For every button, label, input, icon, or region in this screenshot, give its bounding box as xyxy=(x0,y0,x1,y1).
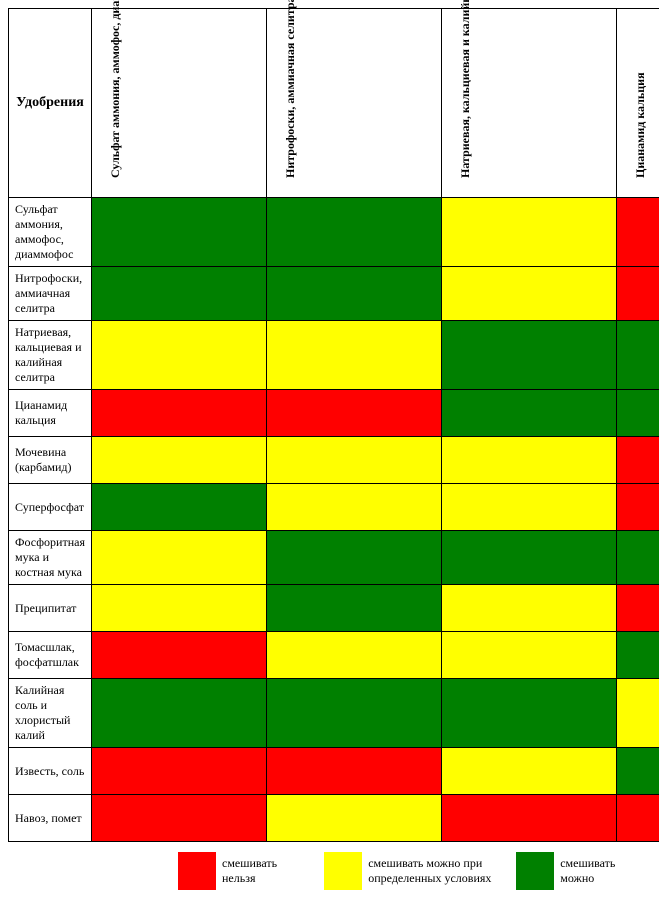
matrix-cell xyxy=(91,795,266,842)
matrix-cell xyxy=(91,390,266,437)
matrix-cell xyxy=(441,748,616,795)
table-row: Калийная соль и хлористый калий xyxy=(9,679,659,748)
matrix-cell xyxy=(616,437,659,484)
matrix-cell xyxy=(441,267,616,321)
matrix-cell xyxy=(441,198,616,267)
matrix-cell xyxy=(266,484,441,531)
matrix-cell xyxy=(616,321,659,390)
row-header: Натриевая, кальциевая и калийная селитра xyxy=(9,321,92,390)
matrix-cell xyxy=(616,390,659,437)
matrix-cell xyxy=(266,632,441,679)
matrix-cell xyxy=(266,585,441,632)
legend-swatch xyxy=(516,852,554,890)
row-header: Известь, соль xyxy=(9,748,92,795)
matrix-cell xyxy=(266,390,441,437)
matrix-cell xyxy=(616,632,659,679)
table-row: Томасшлак, фосфатшлак xyxy=(9,632,659,679)
matrix-cell xyxy=(91,437,266,484)
legend-label: смешивать можно xyxy=(560,856,651,886)
matrix-cell xyxy=(266,437,441,484)
matrix-cell xyxy=(91,198,266,267)
matrix-cell xyxy=(616,795,659,842)
matrix-cell xyxy=(91,748,266,795)
row-header: Суперфосфат xyxy=(9,484,92,531)
matrix-cell xyxy=(616,198,659,267)
matrix-cell xyxy=(441,484,616,531)
matrix-cell xyxy=(441,585,616,632)
row-header: Цианамид кальция xyxy=(9,390,92,437)
row-header: Преципитат xyxy=(9,585,92,632)
matrix-cell xyxy=(616,531,659,585)
matrix-cell xyxy=(441,390,616,437)
matrix-cell xyxy=(266,198,441,267)
corner-title: Удобрения xyxy=(9,9,92,198)
row-header: Сульфат аммония, аммофос, диаммофос xyxy=(9,198,92,267)
matrix-cell xyxy=(91,267,266,321)
legend-item: смешивать можно xyxy=(516,852,651,890)
legend-item: смешивать нельзя xyxy=(178,852,312,890)
matrix-cell xyxy=(91,679,266,748)
matrix-cell xyxy=(91,632,266,679)
row-header: Мочевина (карбамид) xyxy=(9,437,92,484)
matrix-cell xyxy=(266,795,441,842)
matrix-cell xyxy=(616,267,659,321)
matrix-cell xyxy=(91,484,266,531)
table-row: Сульфат аммония, аммофос, диаммофос xyxy=(9,198,659,267)
column-header-label: Цианамид кальция xyxy=(633,8,648,178)
matrix-cell xyxy=(266,531,441,585)
column-header-label: Нитрофоски, аммиачная селитра xyxy=(283,8,298,178)
table-row: Натриевая, кальциевая и калийная селитра xyxy=(9,321,659,390)
row-header: Томасшлак, фосфатшлак xyxy=(9,632,92,679)
legend-label: смешивать можно при определенных условия… xyxy=(368,856,504,886)
column-header: Сульфат аммония, аммофос, диаммофос xyxy=(91,9,266,198)
compatibility-matrix: Удобрения Сульфат аммония, аммофос, диам… xyxy=(8,8,659,842)
table-row: Мочевина (карбамид) xyxy=(9,437,659,484)
matrix-cell xyxy=(441,321,616,390)
row-header: Нитрофоски, аммиачная селитра xyxy=(9,267,92,321)
legend: смешивать нельзя смешивать можно при опре… xyxy=(178,852,651,890)
row-header: Навоз, помет xyxy=(9,795,92,842)
column-header-label: Натриевая, кальциевая и калийная селитра xyxy=(458,8,473,178)
legend-swatch xyxy=(178,852,216,890)
matrix-cell xyxy=(441,437,616,484)
matrix-cell xyxy=(91,531,266,585)
matrix-cell xyxy=(91,321,266,390)
table-row: Фосфоритная мука и костная мука xyxy=(9,531,659,585)
matrix-cell xyxy=(91,585,266,632)
matrix-cell xyxy=(441,795,616,842)
matrix-cell xyxy=(616,679,659,748)
matrix-cell xyxy=(616,748,659,795)
legend-swatch xyxy=(324,852,362,890)
table-row: Цианамид кальция xyxy=(9,390,659,437)
matrix-cell xyxy=(266,267,441,321)
column-header-label: Сульфат аммония, аммофос, диаммофос xyxy=(108,8,123,178)
table-row: Навоз, помет xyxy=(9,795,659,842)
row-header: Фосфоритная мука и костная мука xyxy=(9,531,92,585)
legend-item: смешивать можно при определенных условия… xyxy=(324,852,504,890)
column-header: Цианамид кальция xyxy=(616,9,659,198)
matrix-cell xyxy=(441,531,616,585)
table-row: Нитрофоски, аммиачная селитра xyxy=(9,267,659,321)
table-row: Известь, соль xyxy=(9,748,659,795)
matrix-cell xyxy=(616,484,659,531)
matrix-cell xyxy=(266,748,441,795)
matrix-cell xyxy=(441,679,616,748)
matrix-cell xyxy=(441,632,616,679)
row-header: Калийная соль и хлористый калий xyxy=(9,679,92,748)
column-header: Нитрофоски, аммиачная селитра xyxy=(266,9,441,198)
table-row: Преципитат xyxy=(9,585,659,632)
matrix-cell xyxy=(266,321,441,390)
matrix-cell xyxy=(616,585,659,632)
legend-label: смешивать нельзя xyxy=(222,856,312,886)
matrix-cell xyxy=(266,679,441,748)
table-row: Суперфосфат xyxy=(9,484,659,531)
column-header: Натриевая, кальциевая и калийная селитра xyxy=(441,9,616,198)
